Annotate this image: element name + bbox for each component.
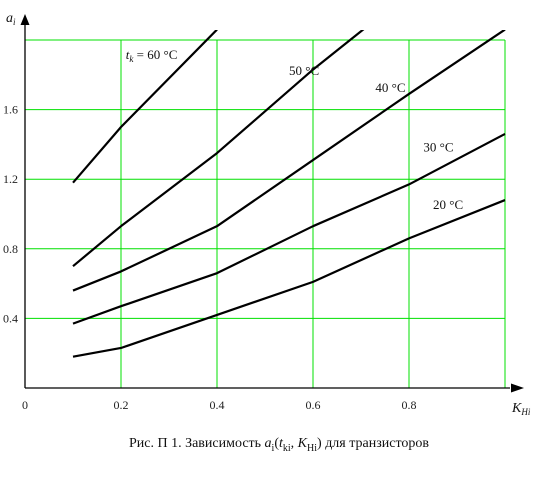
caption-suffix: для транзисторов xyxy=(325,436,430,451)
x-tick-label: 0 xyxy=(22,398,28,412)
x-axis-arrow-icon xyxy=(511,383,524,393)
series-line xyxy=(72,30,218,184)
series-line xyxy=(72,30,365,268)
series-label: tk = 60 °C xyxy=(126,47,178,64)
series-label: 40 °C xyxy=(375,80,405,95)
series-label: 50 °C xyxy=(289,63,319,78)
series-lines xyxy=(72,30,506,358)
series-line xyxy=(72,199,506,358)
y-tick-label: 0.4 xyxy=(3,311,18,325)
chart-canvas: 0 0.2 0.4 0.6 0.8 0.4 0.8 1.2 1.6 tk = 60 °C 50 °… xyxy=(3,11,531,417)
caption-prefix: Рис. П 1. Зависимость xyxy=(128,436,262,451)
x-tick-label: 0.6 xyxy=(306,398,321,412)
series-line xyxy=(72,132,506,325)
x-tick-label: 0.8 xyxy=(402,398,417,412)
y-tick-label: 1.2 xyxy=(3,172,18,186)
x-tick-label: 0.4 xyxy=(210,398,225,412)
y-tick-label: 0.8 xyxy=(3,242,18,256)
x-tick-label: 0.2 xyxy=(114,398,129,412)
grid xyxy=(25,39,506,388)
figure-caption: Рис. П 1. Зависимость ai(tki, KHi) для т… xyxy=(0,436,558,454)
y-axis-label: ai xyxy=(6,11,16,27)
caption-formula: ai(tki, KHi) xyxy=(264,436,326,454)
series-label: 20 °C xyxy=(433,197,463,212)
series-label: 30 °C xyxy=(423,139,453,154)
series-line xyxy=(72,30,506,292)
series-labels: tk = 60 °C 50 °C 40 °C 30 °C 20 °C xyxy=(126,47,463,212)
y-axis-arrow-icon xyxy=(20,14,30,25)
x-axis-label: KHi xyxy=(511,401,531,417)
y-tick-label: 1.6 xyxy=(3,103,18,117)
axes xyxy=(20,14,524,393)
tick-labels: 0 0.2 0.4 0.6 0.8 0.4 0.8 1.2 1.6 xyxy=(3,103,417,412)
